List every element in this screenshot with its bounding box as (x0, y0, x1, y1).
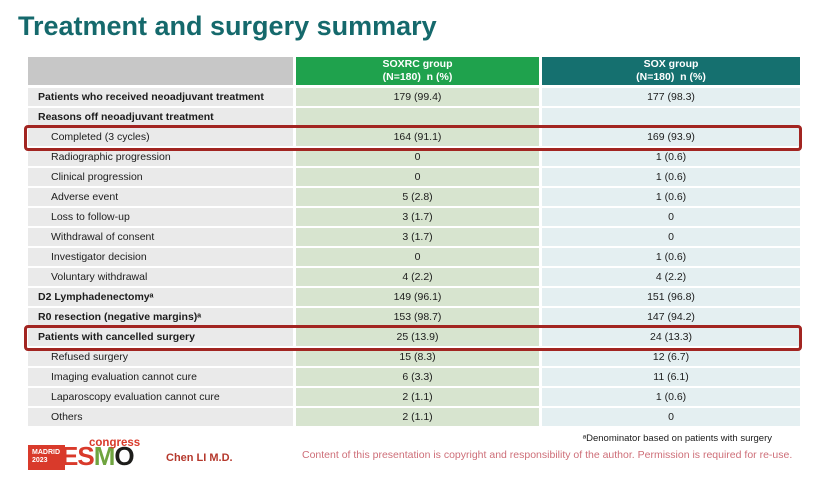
column-header-sox-n: (N=180) n (%) (636, 71, 706, 83)
column-header-sox: SOX group (N=180) n (%) (542, 57, 800, 88)
congress-label: congress (89, 437, 141, 449)
sox-value (542, 108, 800, 128)
table-row: Imaging evaluation cannot cure 6 (3.3) 1… (28, 368, 800, 388)
table-row: Investigator decision 0 1 (0.6) (28, 248, 800, 268)
sox-value: 12 (6.7) (542, 348, 800, 368)
esmo-congress-logo: MADRID 2023 ESMO congress (28, 437, 188, 474)
soxrc-value: 25 (13.9) (296, 328, 542, 348)
table-row: Loss to follow-up 3 (1.7) 0 (28, 208, 800, 228)
table-row: Refused surgery 15 (8.3) 12 (6.7) (28, 348, 800, 368)
presenter-credit: Chen LI M.D. (166, 452, 233, 464)
row-label: Radiographic progression (28, 148, 296, 168)
sox-value: 1 (0.6) (542, 148, 800, 168)
soxrc-value: 2 (1.1) (296, 388, 542, 408)
sox-value: 24 (13.3) (542, 328, 800, 348)
sox-value: 4 (2.2) (542, 268, 800, 288)
soxrc-value: 149 (96.1) (296, 288, 542, 308)
row-label: Adverse event (28, 188, 296, 208)
table-row: Clinical progression 0 1 (0.6) (28, 168, 800, 188)
soxrc-value: 0 (296, 248, 542, 268)
table-row: Withdrawal of consent 3 (1.7) 0 (28, 228, 800, 248)
column-header-soxrc-name: SOXRC group (382, 58, 453, 70)
sox-value: 0 (542, 408, 800, 428)
copyright-notice: Content of this presentation is copyrigh… (302, 449, 793, 461)
soxrc-value: 6 (3.3) (296, 368, 542, 388)
summary-table: SOXRC group (N=180) n (%) SOX group (N=1… (24, 57, 802, 428)
row-label: Patients who received neoadjuvant treatm… (28, 88, 296, 108)
soxrc-value: 15 (8.3) (296, 348, 542, 368)
table-row: Laparoscopy evaluation cannot cure 2 (1.… (28, 388, 800, 408)
sox-value: 169 (93.9) (542, 128, 800, 148)
soxrc-value: 5 (2.8) (296, 188, 542, 208)
soxrc-value: 179 (99.4) (296, 88, 542, 108)
row-label: Laparoscopy evaluation cannot cure (28, 388, 296, 408)
table-row: Completed (3 cycles) 164 (91.1) 169 (93.… (28, 128, 800, 148)
row-label: Clinical progression (28, 168, 296, 188)
row-label: Voluntary withdrawal (28, 268, 296, 288)
table-row: R0 resection (negative margins)ᵃ 153 (98… (28, 308, 800, 328)
sox-value: 177 (98.3) (542, 88, 800, 108)
sox-value: 1 (0.6) (542, 248, 800, 268)
column-header-soxrc: SOXRC group (N=180) n (%) (296, 57, 542, 88)
row-label: Investigator decision (28, 248, 296, 268)
row-label: Imaging evaluation cannot cure (28, 368, 296, 388)
sox-value: 1 (0.6) (542, 168, 800, 188)
esmo-letter-o: O (114, 441, 134, 471)
table-footnote: ᵃDenominator based on patients with surg… (582, 433, 772, 444)
esmo-wordmark: ESMO (61, 441, 135, 471)
esmo-letter-s: S (77, 441, 94, 471)
table-row: Adverse event 5 (2.8) 1 (0.6) (28, 188, 800, 208)
badge-city: MADRID (32, 449, 60, 456)
table-row: Patients with cancelled surgery 25 (13.9… (28, 328, 800, 348)
soxrc-value: 153 (98.7) (296, 308, 542, 328)
row-label: R0 resection (negative margins)ᵃ (28, 308, 296, 328)
table-row: Others 2 (1.1) 0 (28, 408, 800, 428)
page-title: Treatment and surgery summary (18, 11, 437, 41)
sox-value: 0 (542, 228, 800, 248)
soxrc-value: 3 (1.7) (296, 228, 542, 248)
row-label: Refused surgery (28, 348, 296, 368)
soxrc-value: 4 (2.2) (296, 268, 542, 288)
madrid-2023-badge: MADRID 2023 (28, 445, 65, 470)
table-header-row: SOXRC group (N=180) n (%) SOX group (N=1… (28, 57, 800, 88)
column-header-soxrc-n: (N=180) n (%) (382, 71, 453, 83)
row-label: Others (28, 408, 296, 428)
sox-value: 11 (6.1) (542, 368, 800, 388)
table-row: Patients who received neoadjuvant treatm… (28, 88, 800, 108)
row-label: Completed (3 cycles) (28, 128, 296, 148)
table-row: Reasons off neoadjuvant treatment (28, 108, 800, 128)
table-row: Radiographic progression 0 1 (0.6) (28, 148, 800, 168)
soxrc-value (296, 108, 542, 128)
soxrc-value: 0 (296, 168, 542, 188)
badge-year: 2023 (32, 457, 48, 464)
row-label: D2 Lymphadenectomyᵃ (28, 288, 296, 308)
soxrc-value: 0 (296, 148, 542, 168)
column-header-sox-name: SOX group (643, 58, 699, 70)
esmo-letter-e: E (61, 441, 78, 471)
row-label: Loss to follow-up (28, 208, 296, 228)
soxrc-value: 3 (1.7) (296, 208, 542, 228)
sox-value: 147 (94.2) (542, 308, 800, 328)
sox-value: 1 (0.6) (542, 188, 800, 208)
row-label: Withdrawal of consent (28, 228, 296, 248)
soxrc-value: 2 (1.1) (296, 408, 542, 428)
sox-value: 1 (0.6) (542, 388, 800, 408)
row-label: Patients with cancelled surgery (28, 328, 296, 348)
row-label: Reasons off neoadjuvant treatment (28, 108, 296, 128)
treatment-surgery-table: SOXRC group (N=180) n (%) SOX group (N=1… (28, 57, 800, 428)
esmo-letter-m: M (93, 441, 116, 471)
table-row: D2 Lymphadenectomyᵃ 149 (96.1) 151 (96.8… (28, 288, 800, 308)
soxrc-value: 164 (91.1) (296, 128, 542, 148)
table-row: Voluntary withdrawal 4 (2.2) 4 (2.2) (28, 268, 800, 288)
sox-value: 151 (96.8) (542, 288, 800, 308)
column-header-empty (28, 57, 296, 88)
sox-value: 0 (542, 208, 800, 228)
